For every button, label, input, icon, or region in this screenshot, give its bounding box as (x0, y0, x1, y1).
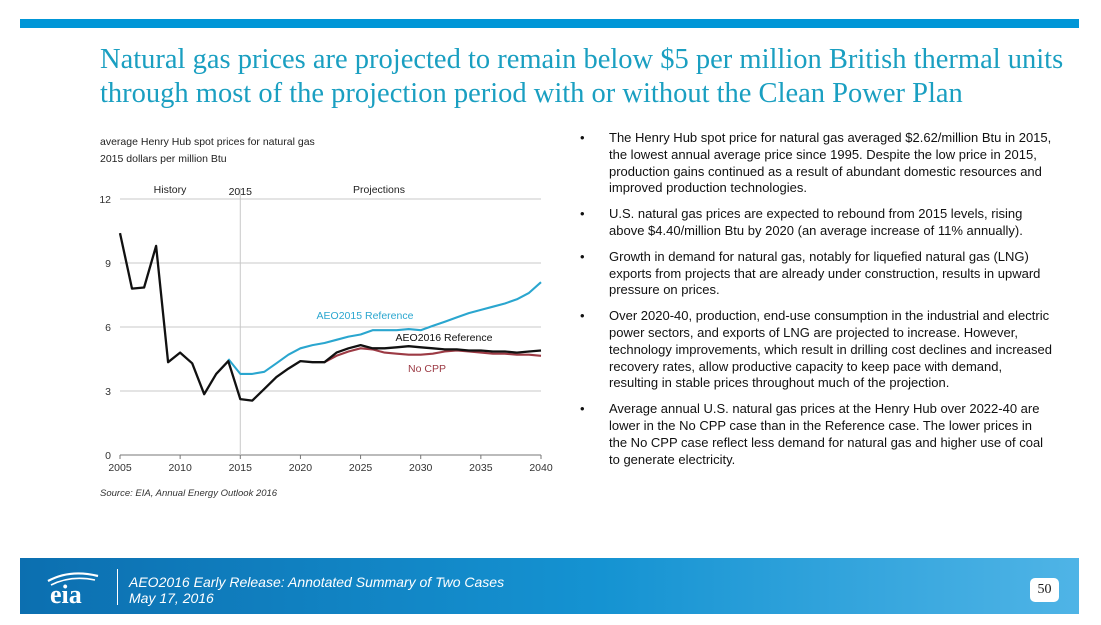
series-line-2 (324, 347, 542, 364)
footer-date: May 17, 2016 (129, 590, 214, 606)
chart-title: average Henry Hub spot prices for natura… (100, 136, 315, 148)
x-tick-label: 2035 (469, 462, 493, 474)
x-tick-label: 2025 (349, 462, 373, 474)
bullet-item: • The Henry Hub spot price for natural ga… (572, 130, 1052, 197)
bullet-item: • Over 2020-40, production, end-use consu… (572, 308, 1052, 392)
page-number: 50 (1030, 578, 1059, 602)
history-label: History (154, 184, 187, 196)
series-line-1 (118, 232, 542, 402)
top-accent-bar (20, 19, 1079, 28)
bullet-item: • Average annual U.S. natural gas prices … (572, 401, 1052, 468)
footer-bar: eia AEO2016 Early Release: Annotated Sum… (20, 558, 1079, 614)
footer-text: AEO2016 Early Release: Annotated Summary… (129, 574, 504, 606)
bullet-dot-icon: • (580, 308, 585, 324)
y-tick-label: 9 (105, 258, 111, 270)
x-tick-label: 2030 (409, 462, 433, 474)
y-tick-label: 6 (105, 322, 111, 334)
bullet-item: • U.S. natural gas prices are expected to… (572, 206, 1052, 240)
y-tick-label: 3 (105, 386, 111, 398)
bullet-dot-icon: • (580, 206, 585, 222)
bullet-item: • Growth in demand for natural gas, notab… (572, 249, 1052, 299)
divider-year-label: 2015 (229, 186, 253, 198)
bullet-dot-icon: • (580, 401, 585, 417)
bullet-list: • The Henry Hub spot price for natural ga… (572, 130, 1052, 477)
bullet-text: U.S. natural gas prices are expected to … (609, 206, 1023, 238)
chart-subtitle: 2015 dollars per million Btu (100, 153, 227, 165)
x-tick-label: 2040 (529, 462, 553, 474)
x-tick-label: 2010 (168, 462, 192, 474)
y-tick-label: 12 (99, 194, 111, 206)
bullet-text: Over 2020-40, production, end-use consum… (609, 308, 1052, 391)
bullet-text: The Henry Hub spot price for natural gas… (609, 130, 1052, 196)
bullet-text: Average annual U.S. natural gas prices a… (609, 401, 1044, 467)
slide-title: Natural gas prices are projected to rema… (100, 44, 1064, 109)
y-tick-label: 0 (105, 450, 111, 462)
line-chart: 0 3 6 9 12 2005 2010 2015 2020 2025 2030 2035 2040 H… (99, 136, 553, 499)
projections-label: Projections (353, 184, 405, 196)
series-label-0: AEO2015 Reference (317, 310, 414, 322)
series-label-2: No CPP (408, 363, 446, 375)
bullet-dot-icon: • (580, 248, 585, 264)
bullet-dot-icon: • (580, 130, 585, 145)
series-label-1: AEO2016 Reference (396, 332, 493, 344)
footer-report-title: AEO2016 Early Release: Annotated Summary… (129, 574, 505, 590)
bullet-text: Growth in demand for natural gas, notabl… (609, 248, 1041, 298)
x-tick-label: 2005 (108, 462, 132, 474)
svg-text:eia: eia (50, 580, 82, 607)
x-tick-label: 2015 (229, 462, 253, 474)
chart: 0 3 6 9 12 2005 2010 2015 2020 2025 2030 2035 2040 H… (80, 130, 560, 505)
series-line-0 (227, 281, 542, 375)
footer-divider (117, 569, 118, 605)
eia-logo-icon: eia (47, 572, 99, 607)
x-tick-label: 2020 (289, 462, 313, 474)
chart-source: Source: EIA, Annual Energy Outlook 2016 (100, 488, 278, 499)
